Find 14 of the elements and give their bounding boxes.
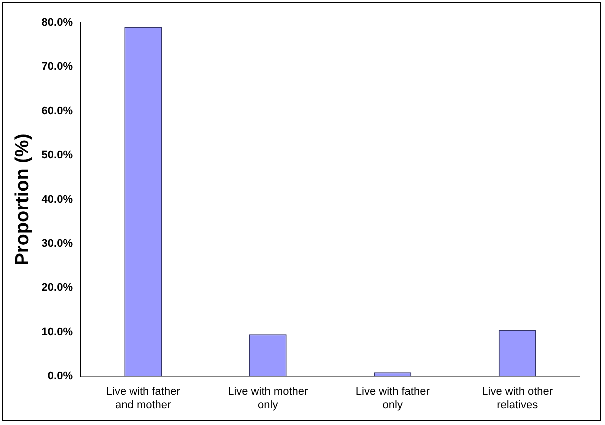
y-tick-label: 60.0% bbox=[42, 105, 74, 118]
y-tick-label: 0.0% bbox=[48, 370, 74, 383]
x-tick-label: Live with father only bbox=[356, 386, 430, 412]
y-tick-label: 80.0% bbox=[42, 17, 74, 30]
y-axis-title: Proportion (%) bbox=[12, 134, 34, 266]
y-tick-label: 20.0% bbox=[42, 282, 74, 294]
x-tick-label: Live with mother only bbox=[228, 386, 308, 412]
x-tick-label: Live with father and mother bbox=[106, 386, 181, 412]
y-tick-label: 30.0% bbox=[42, 238, 74, 250]
y-tick-label: 50.0% bbox=[42, 150, 74, 162]
y-tick-label: 10.0% bbox=[42, 326, 74, 338]
y-tick-label: 40.0% bbox=[42, 194, 74, 206]
y-tick-label: 70.0% bbox=[42, 61, 74, 74]
x-tick-label: Live with other relatives bbox=[482, 386, 554, 412]
